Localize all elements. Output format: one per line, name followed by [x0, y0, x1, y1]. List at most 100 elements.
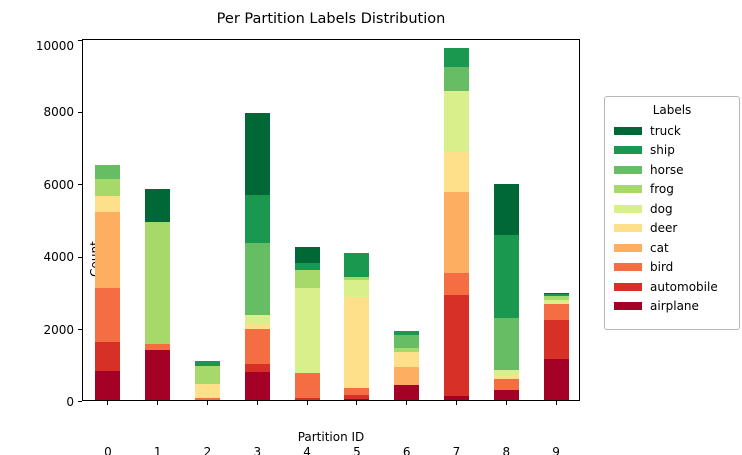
bar-segment-truck: [294, 246, 320, 264]
bar-segment-deer: [95, 195, 121, 212]
legend-entry-airplane: airplane: [605, 297, 739, 317]
bar-segment-automobile: [344, 394, 370, 399]
bar-segment-automobile: [95, 342, 121, 372]
stacked-bar-partition-1: [145, 188, 171, 400]
bar-segment-automobile: [444, 295, 469, 397]
stacked-bar-partition-0: [95, 164, 121, 400]
stacked-bar-partition-9: [543, 293, 569, 400]
x-tick-label: 7: [452, 445, 461, 455]
bar-segment-automobile: [294, 397, 320, 400]
x-tick-label: 2: [203, 445, 212, 455]
bar-segment-bird: [195, 398, 220, 400]
x-tick-label: 1: [153, 445, 162, 455]
legend-label: horse: [650, 162, 684, 177]
legend-swatch-airplane: [614, 302, 642, 311]
bar-segment-bird: [543, 304, 569, 321]
bar-segment-ship: [493, 234, 519, 318]
x-tick-label: 6: [402, 445, 411, 455]
bar-segment-truck: [493, 183, 519, 235]
y-tick-label: 10000: [35, 39, 74, 53]
bar-segment-dog: [244, 314, 270, 324]
stacked-bar-partition-3: [244, 113, 270, 400]
bar-segment-deer: [244, 323, 270, 329]
legend-entry-ship: ship: [605, 141, 739, 161]
x-tick-mark: [107, 401, 109, 405]
bar-segment-cat: [394, 367, 420, 385]
legend-swatch-cat: [614, 243, 642, 252]
bar-segment-frog: [344, 276, 370, 280]
bar-segment-truck: [543, 293, 569, 295]
x-tick-mark: [356, 401, 358, 405]
y-tick-label: 6000: [43, 177, 74, 192]
legend-swatch-automobile: [614, 282, 642, 291]
stacked-bar-partition-8: [493, 183, 519, 400]
x-tick-label: 8: [502, 445, 511, 455]
legend: Labels truck ship horse frog dog deer cat bird a…: [604, 96, 740, 330]
bar-segment-ship: [294, 263, 320, 270]
chart-title: Per Partition Labels Distribution: [216, 11, 446, 27]
x-tick-label: 9: [552, 445, 560, 455]
y-tick-mark: [78, 401, 82, 402]
legend-label: automobile: [650, 279, 718, 294]
bar-segment-bird: [493, 379, 519, 391]
stacked-bar-partition-7: [444, 47, 469, 400]
bar-segment-ship: [394, 331, 420, 335]
x-tick-label: 4: [303, 445, 311, 455]
legend-entry-deer: deer: [605, 219, 739, 239]
bar-segment-horse: [394, 334, 420, 348]
bar-segment-truck: [145, 188, 171, 222]
bar-segment-cat: [95, 211, 121, 289]
bar-segment-horse: [444, 67, 469, 91]
bar-segment-automobile: [244, 364, 270, 372]
legend-label: bird: [650, 260, 674, 275]
bar-segment-dog: [444, 90, 469, 153]
y-tick-label: 4000: [43, 250, 74, 265]
bar-segment-horse: [493, 317, 519, 370]
y-tick-label: 8000: [43, 105, 74, 120]
legend-entry-frog: frog: [605, 180, 739, 200]
x-tick-mark: [306, 401, 308, 405]
legend-entry-bird: bird: [605, 258, 739, 278]
legend-entries: truck ship horse frog dog deer cat bird automobi…: [605, 121, 739, 316]
legend-swatch-ship: [614, 146, 642, 155]
bar-segment-dog: [543, 299, 569, 303]
bar-segment-airplane: [394, 384, 420, 400]
bar-segment-automobile: [543, 320, 569, 360]
x-tick-mark: [256, 401, 258, 405]
x-tick-label: 3: [253, 445, 262, 455]
legend-entry-automobile: automobile: [605, 277, 739, 297]
bar-segment-airplane: [244, 371, 270, 400]
y-tick-mark: [78, 111, 82, 113]
legend-swatch-dog: [614, 204, 642, 213]
y-tick-label: 0: [66, 395, 74, 409]
bar-segment-airplane: [344, 398, 370, 400]
bar-segment-horse: [95, 164, 121, 180]
y-tick-label: 2000: [43, 322, 74, 337]
legend-entry-horse: horse: [605, 160, 739, 180]
bar-segment-airplane: [444, 396, 469, 400]
bar-segment-deer: [543, 302, 569, 305]
stacked-bar-partition-4: [294, 246, 320, 400]
x-tick-mark: [456, 401, 457, 405]
bar-segment-bird: [95, 288, 121, 343]
bar-segment-airplane: [493, 390, 519, 400]
bar-segment-dog: [294, 287, 320, 374]
x-tick-mark: [157, 401, 159, 405]
bar-segment-bird: [294, 373, 320, 398]
x-tick-mark: [505, 401, 507, 405]
legend-swatch-bird: [614, 263, 642, 272]
bar-segment-deer: [195, 383, 220, 399]
bar-segment-bird: [444, 272, 469, 296]
bar-segment-deer: [444, 152, 469, 193]
bar-segment-frog: [394, 347, 420, 352]
bar-segment-frog: [543, 295, 569, 300]
x-tick-mark: [406, 401, 408, 405]
legend-label: airplane: [650, 299, 699, 314]
bar-segment-deer: [344, 296, 370, 388]
legend-swatch-deer: [614, 224, 642, 233]
legend-swatch-frog: [614, 185, 642, 194]
x-axis-label: Partition ID: [297, 430, 365, 444]
x-tick-label: 0: [104, 445, 112, 455]
